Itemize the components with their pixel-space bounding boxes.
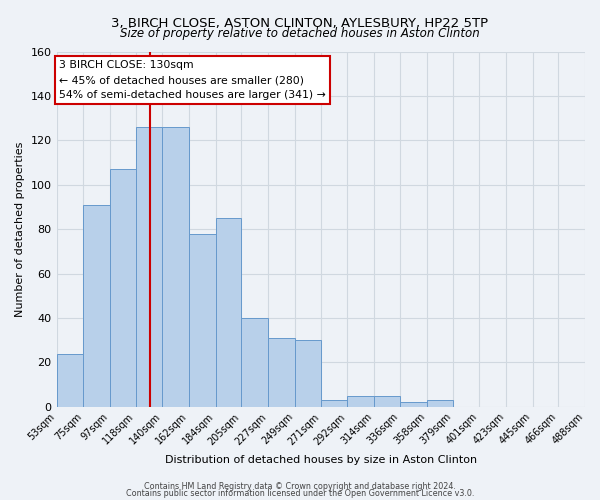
- Bar: [374, 396, 400, 407]
- Bar: [136, 127, 162, 407]
- Bar: [427, 400, 452, 407]
- Bar: [189, 234, 215, 407]
- Text: Contains HM Land Registry data © Crown copyright and database right 2024.: Contains HM Land Registry data © Crown c…: [144, 482, 456, 491]
- Bar: [295, 340, 322, 407]
- Bar: [110, 169, 136, 407]
- Text: Contains public sector information licensed under the Open Government Licence v3: Contains public sector information licen…: [126, 490, 474, 498]
- Text: Size of property relative to detached houses in Aston Clinton: Size of property relative to detached ho…: [120, 28, 480, 40]
- Bar: [56, 354, 83, 407]
- Text: 3 BIRCH CLOSE: 130sqm
← 45% of detached houses are smaller (280)
54% of semi-det: 3 BIRCH CLOSE: 130sqm ← 45% of detached …: [59, 60, 326, 100]
- Bar: [162, 127, 189, 407]
- Bar: [400, 402, 427, 407]
- X-axis label: Distribution of detached houses by size in Aston Clinton: Distribution of detached houses by size …: [165, 455, 477, 465]
- Bar: [241, 318, 268, 407]
- Bar: [322, 400, 347, 407]
- Y-axis label: Number of detached properties: Number of detached properties: [15, 142, 25, 317]
- Bar: [347, 396, 374, 407]
- Bar: [83, 204, 110, 407]
- Bar: [268, 338, 295, 407]
- Bar: [215, 218, 241, 407]
- Text: 3, BIRCH CLOSE, ASTON CLINTON, AYLESBURY, HP22 5TP: 3, BIRCH CLOSE, ASTON CLINTON, AYLESBURY…: [112, 18, 488, 30]
